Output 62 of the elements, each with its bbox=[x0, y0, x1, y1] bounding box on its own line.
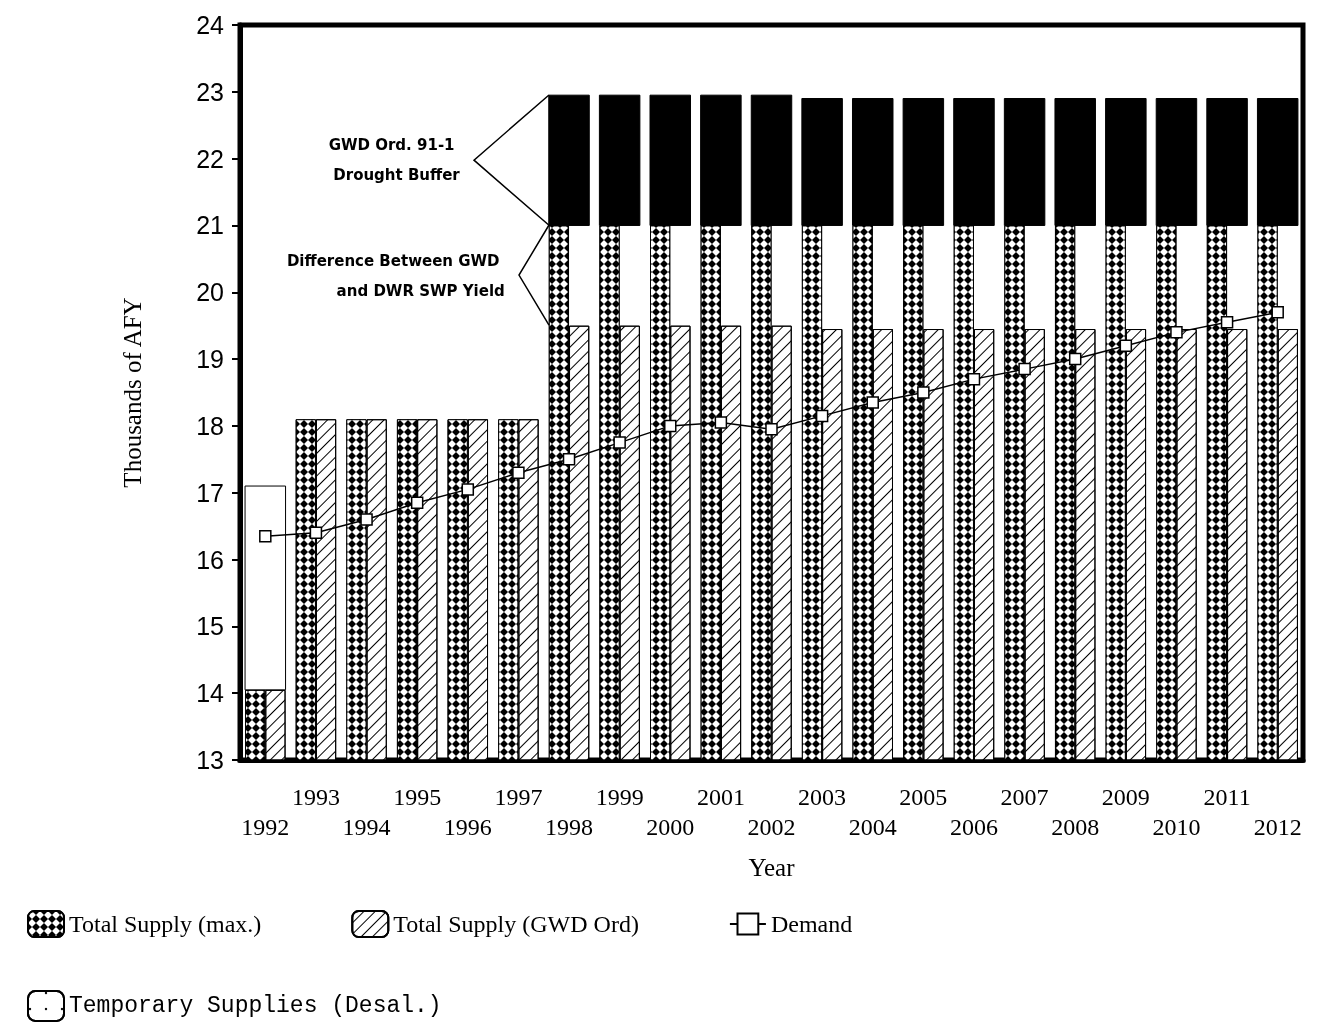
y-tick-label: 18 bbox=[196, 411, 224, 440]
y-tick-label: 16 bbox=[196, 545, 224, 574]
y-tick-label: 15 bbox=[196, 612, 224, 641]
x-tick-label: 1998 bbox=[545, 814, 594, 840]
y-tick-label: 14 bbox=[196, 679, 225, 708]
point bbox=[714, 416, 728, 429]
y-tick-label: 17 bbox=[196, 478, 224, 507]
x-tick-label: 2005 bbox=[899, 784, 948, 810]
point bbox=[360, 513, 373, 526]
x-tick-label: 2010 bbox=[1152, 814, 1201, 840]
x-tick-label: 2004 bbox=[848, 814, 897, 840]
legend-label: Demand bbox=[770, 911, 853, 937]
x-tick-label: 1996 bbox=[443, 814, 492, 840]
x-tick-label: 2012 bbox=[1253, 814, 1302, 840]
y-tick-label: 21 bbox=[196, 211, 224, 240]
y-tick-label: 20 bbox=[196, 278, 224, 307]
point bbox=[1068, 352, 1082, 366]
point bbox=[765, 423, 778, 436]
x-tick-label: 2003 bbox=[798, 784, 847, 810]
point bbox=[562, 453, 576, 466]
point bbox=[309, 526, 323, 540]
x-tick-label: 2007 bbox=[1000, 784, 1049, 810]
x-tick-label: 2009 bbox=[1101, 784, 1150, 810]
x-tick-label: 1992 bbox=[241, 814, 290, 840]
point bbox=[259, 529, 272, 543]
x-tick-label: 1999 bbox=[595, 784, 644, 810]
x-tick-label: 1994 bbox=[342, 814, 391, 840]
point bbox=[461, 483, 475, 496]
legend-label: Temporary Supplies (Desal.) bbox=[69, 993, 442, 1019]
point bbox=[1220, 316, 1234, 329]
point bbox=[967, 372, 981, 386]
point bbox=[1271, 306, 1284, 319]
x-tick-label: 2000 bbox=[646, 814, 695, 840]
y-tick-label: 24 bbox=[196, 11, 225, 39]
point bbox=[917, 386, 930, 399]
x-tick-label: 2001 bbox=[696, 784, 745, 810]
point bbox=[1018, 362, 1031, 376]
y-tick-label: 23 bbox=[196, 77, 224, 106]
point bbox=[866, 396, 879, 409]
point bbox=[410, 496, 424, 509]
point bbox=[1170, 326, 1183, 339]
legend-label: Total Supply (max.) bbox=[69, 911, 262, 937]
point bbox=[613, 436, 626, 449]
x-tick-label: 1993 bbox=[291, 784, 340, 810]
point bbox=[1119, 339, 1133, 352]
legend-label: Total Supply (GWD Ord) bbox=[393, 911, 639, 937]
x-tick-label: 1997 bbox=[494, 784, 543, 810]
y-tick-label: 19 bbox=[196, 345, 224, 374]
x-tick-label: 2011 bbox=[1203, 784, 1251, 810]
x-tick-label: 2008 bbox=[1051, 814, 1100, 840]
point bbox=[512, 466, 525, 479]
point bbox=[815, 409, 829, 423]
annotation: GWD Ord. 91-1 Drought Buffer bbox=[328, 136, 461, 185]
point bbox=[664, 419, 677, 433]
x-tick-label: 2006 bbox=[949, 814, 998, 840]
y-tick-label: 22 bbox=[196, 144, 224, 173]
x-tick-label: 1995 bbox=[393, 784, 442, 810]
x-axis-title: Year bbox=[748, 854, 796, 881]
y-axis-title: Thousands of AFY bbox=[119, 297, 146, 488]
y-tick-label: 13 bbox=[196, 746, 224, 774]
x-tick-label: 2002 bbox=[747, 814, 796, 840]
annotation: Difference Between GWD and DWR SWP Yield bbox=[286, 251, 505, 300]
